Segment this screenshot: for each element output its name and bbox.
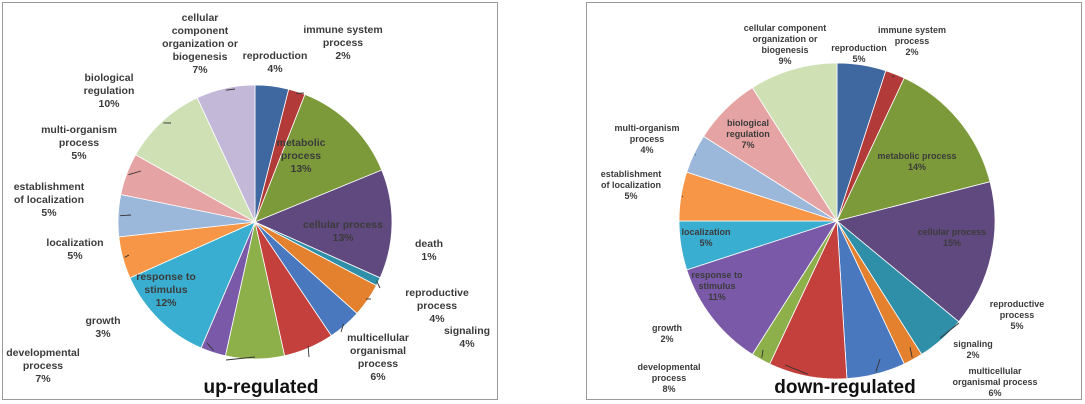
leader-line-immune-system-process <box>296 92 305 94</box>
leader-line-developmental-process <box>784 364 808 375</box>
pie-slice-cellular-process <box>253 169 393 279</box>
up-regulated-pie-chart: reproduction 4%immune system process 2% meta… <box>6 12 490 398</box>
leader-line-signaling <box>340 323 345 333</box>
pie-slice-response-to-stimulus <box>129 221 256 349</box>
leader-line-developmental-process <box>225 356 256 361</box>
slice-label-localization: localization 5% <box>46 237 103 262</box>
slice-label-developmental-process: developmental process 8% <box>637 362 700 394</box>
slice-label-cellular-component-organization-or-biogenesis: cellular component organization or biogene… <box>744 23 827 66</box>
leader-line-localization <box>124 254 130 258</box>
leader-line-growth <box>761 349 764 358</box>
slice-label-multicellular-organismal-process: multicellular organismal process 6% <box>347 332 409 383</box>
pie-slices <box>117 84 393 360</box>
leader-line-growth <box>206 342 215 351</box>
slice-label-multi-organism-process: multi-organism process 5% <box>41 124 117 162</box>
down-regulated-pie-chart: reproduction 5%immune system process 2% meta… <box>601 23 1045 398</box>
pie-slice-biological-regulation <box>135 97 256 223</box>
slice-labels: reproduction 4%immune system process 2% meta… <box>6 12 490 385</box>
slice-label-establishment-of-localization: establishment of localization 5% <box>14 181 85 219</box>
slice-label-signaling: signaling 2% <box>953 339 993 360</box>
slice-label-response-to-stimulus: response to stimulus 11% <box>691 270 743 302</box>
slice-label-biological-regulation: biological regulation 7% <box>726 118 770 150</box>
leader-line-signaling <box>909 346 913 358</box>
slice-label-reproduction: reproduction 4% <box>243 50 308 75</box>
slice-label-multicellular-organismal-process: multicellular organismal process 6% <box>952 366 1037 398</box>
up-regulated-panel: reproduction 4% immune system process 2% meta… <box>2 2 498 400</box>
leader-line-multicellular-organismal-process <box>307 346 310 358</box>
slice-label-immune-system-process: immune system process 2% <box>878 25 946 57</box>
leader-line-cellular-component-organization-or-biogenesis <box>225 88 236 91</box>
pie-slices <box>678 62 996 380</box>
slice-label-response-to-stimulus: response to stimulus 12% <box>136 271 196 309</box>
down-regulated-panel: reproduction 5% immune system process 2% meta… <box>586 2 1082 400</box>
slice-label-developmental-process: developmental process 7% <box>6 347 80 385</box>
slice-label-signaling: signaling 4% <box>444 325 490 350</box>
slice-label-cellular-process: cellular process 15% <box>918 227 987 248</box>
pie-slice-cellular-component-organization-or-biogenesis <box>751 62 838 223</box>
slice-label-reproductive-process: reproductive process 4% <box>405 287 469 325</box>
slice-label-metabolic-process: metabolic process 13% <box>276 137 325 175</box>
leader-lines <box>120 88 381 361</box>
slice-label-establishment-of-localization: establishment of localization 5% <box>601 169 662 201</box>
leader-line-death <box>376 280 381 289</box>
chart-title: up-regulated <box>203 377 318 398</box>
pie-slice-cellular-component-organization-or-biogenesis <box>196 84 256 223</box>
slice-label-growth: growth 2% <box>652 323 682 344</box>
leader-line-reproductive-process <box>939 322 960 339</box>
leader-line-immune-system-process <box>891 75 895 78</box>
pie-slice-metabolic-process <box>836 77 991 222</box>
pie-slice-response-to-stimulus <box>686 220 838 355</box>
leader-line-multi-organism-process <box>128 170 142 176</box>
leader-lines <box>681 75 960 375</box>
slice-label-localization: localization 5% <box>681 227 730 248</box>
slice-label-cellular-component-organization-or-biogenesis: cellular component organization or biogenes… <box>162 12 238 76</box>
slice-label-metabolic-process: metabolic process 14% <box>877 151 956 172</box>
leader-line-establishment-of-localization <box>120 214 132 217</box>
slice-label-growth: growth 3% <box>86 315 121 340</box>
slice-label-death: death 1% <box>415 238 443 263</box>
chart-title: down-regulated <box>774 377 915 398</box>
pie-slice-cellular-process <box>836 181 996 323</box>
leader-line-multicellular-organismal-process <box>875 358 881 373</box>
slice-label-reproduction: reproduction 5% <box>831 43 887 64</box>
slice-label-biological-regulation: biological regulation 10% <box>84 72 135 110</box>
slice-label-immune-system-process: immune system process 2% <box>303 24 382 62</box>
pie-slice-metabolic-process <box>254 93 383 223</box>
slice-label-cellular-process: cellular process 13% <box>303 219 383 244</box>
slice-label-reproductive-process: reproductive process 5% <box>990 299 1045 331</box>
slice-label-multi-organism-process: multi-organism process 4% <box>614 123 679 155</box>
slice-labels: reproduction 5%immune system process 2% meta… <box>601 23 1045 398</box>
leader-line-establishment-of-localization <box>681 195 684 197</box>
